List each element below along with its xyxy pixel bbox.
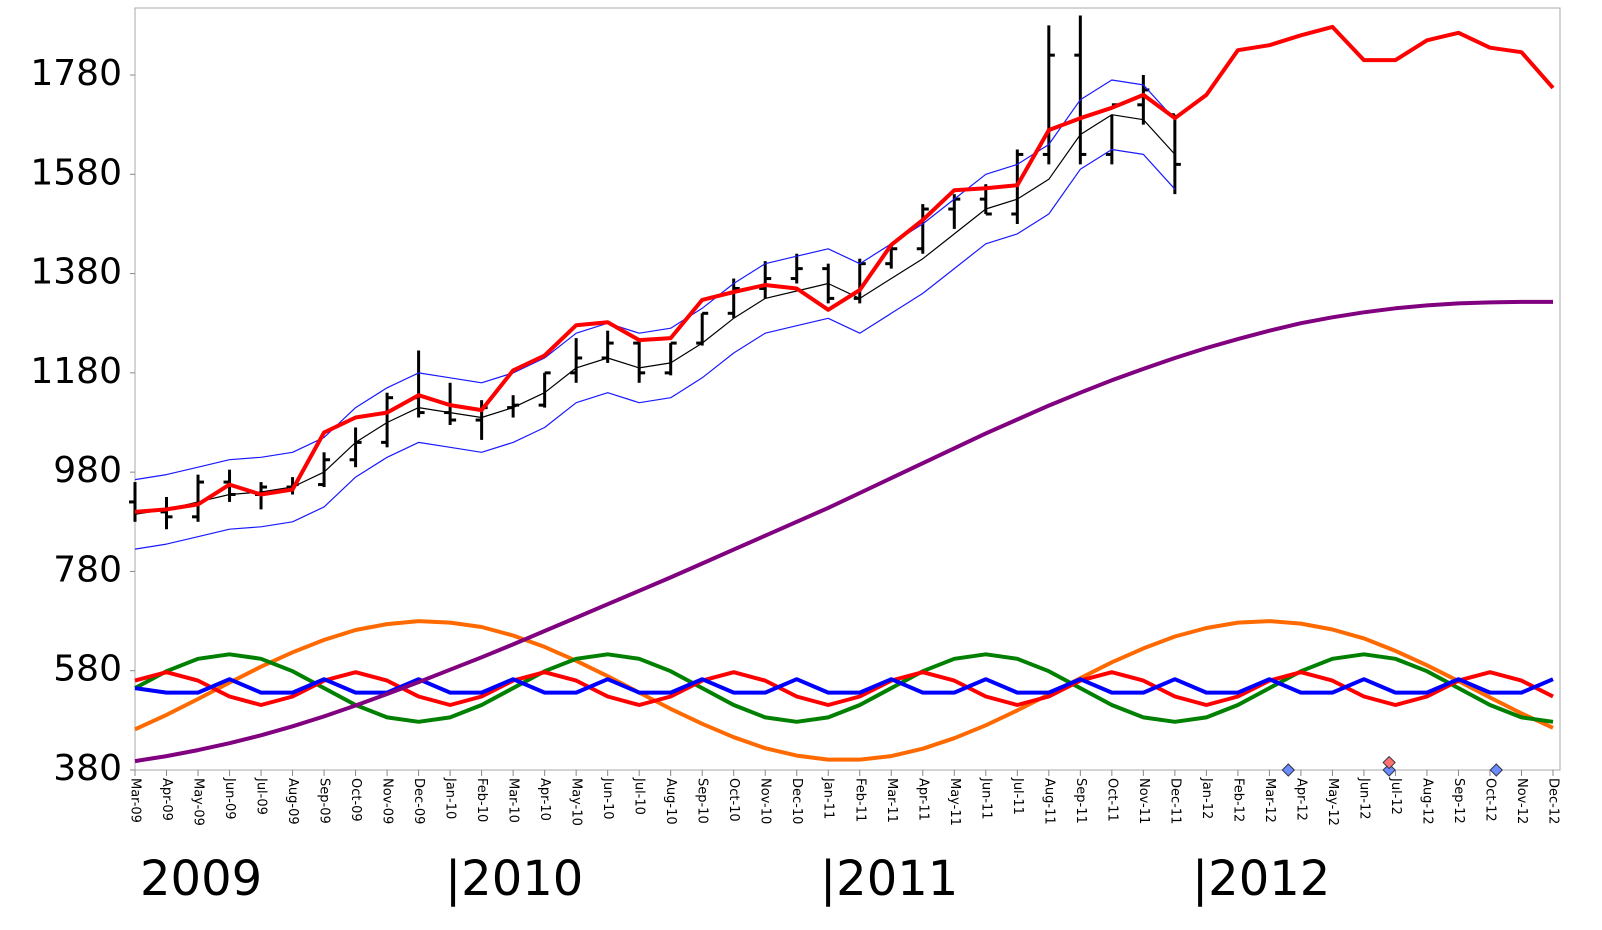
x-tick-label: Jul-11 xyxy=(1010,777,1025,815)
x-tick-label: Apr-11 xyxy=(915,778,930,821)
x-tick-label: Nov-09 xyxy=(380,778,395,824)
x-tick-label: Apr-09 xyxy=(159,778,174,821)
plot-frame xyxy=(134,7,1561,771)
y-tick-label: 1180 xyxy=(30,351,122,392)
x-tick-label: Feb-12 xyxy=(1230,778,1245,822)
y-tick-label: 1380 xyxy=(30,252,122,293)
series-line xyxy=(134,114,1176,515)
marker xyxy=(1382,755,1396,770)
y-tick-label: 780 xyxy=(53,549,122,590)
year-label: |2011 xyxy=(820,851,958,907)
x-tick-label: Jan-12 xyxy=(1199,777,1214,819)
year-label: |2010 xyxy=(445,851,583,907)
x-tick-label: Jul-09 xyxy=(254,777,269,815)
series-line xyxy=(134,299,1553,764)
series-line xyxy=(134,79,1176,481)
x-tick-label: Nov-12 xyxy=(1514,778,1529,824)
year-label: 2009 xyxy=(140,851,262,907)
x-tick-label: Feb-10 xyxy=(474,778,489,822)
year-label: |2012 xyxy=(1192,851,1330,907)
x-tick-label: Mar-09 xyxy=(128,778,143,823)
x-tick-label: Dec-11 xyxy=(1167,778,1182,824)
x-tick-label: Aug-11 xyxy=(1041,778,1056,825)
y-tick-label: 1780 xyxy=(30,53,122,94)
x-tick-label: Oct-12 xyxy=(1482,778,1497,822)
x-tick-label: Jan-11 xyxy=(821,777,836,819)
x-tick-label: Jun-10 xyxy=(600,777,615,820)
x-tick-label: May-12 xyxy=(1325,778,1340,826)
x-tick-label: Dec-12 xyxy=(1546,778,1561,824)
x-tick-label: May-11 xyxy=(947,778,962,826)
y-tick-label: 1580 xyxy=(30,152,122,193)
x-tick-label: Oct-09 xyxy=(348,778,363,822)
x-tick-label: Oct-11 xyxy=(1104,778,1119,822)
x-tick-label: Jul-12 xyxy=(1388,777,1403,815)
x-tick-label: Nov-11 xyxy=(1136,778,1151,824)
x-tick-label: Mar-12 xyxy=(1262,778,1277,823)
y-tick-label: 380 xyxy=(53,748,122,789)
x-tick-label: Apr-12 xyxy=(1293,778,1308,821)
marker xyxy=(1382,763,1396,777)
x-tick-label: Aug-09 xyxy=(285,778,300,825)
x-tick-label: Jun-11 xyxy=(978,777,993,820)
marker xyxy=(1489,763,1503,777)
series-line xyxy=(134,24,1555,514)
x-tick-label: Oct-10 xyxy=(726,778,741,822)
series-line xyxy=(134,148,1176,550)
x-tick-label: Sep-10 xyxy=(695,778,710,824)
marker xyxy=(1281,763,1296,777)
x-tick-label: Aug-10 xyxy=(663,778,678,825)
x-tick-label: Dec-10 xyxy=(789,778,804,824)
series-line xyxy=(134,670,1554,707)
x-tick-label: May-09 xyxy=(191,778,206,826)
x-tick-label: Sep-12 xyxy=(1451,778,1466,824)
y-tick-label: 980 xyxy=(53,450,122,491)
y-tick-label: 580 xyxy=(53,649,122,690)
x-tick-label: Aug-12 xyxy=(1419,778,1434,825)
series-line xyxy=(134,619,1554,762)
x-tick-label: May-10 xyxy=(569,778,584,826)
x-tick-label: Sep-11 xyxy=(1073,778,1088,824)
series-line xyxy=(134,652,1554,724)
series-line xyxy=(134,677,1554,695)
x-tick-label: Jul-10 xyxy=(632,777,647,815)
x-tick-label: Jan-10 xyxy=(443,777,458,819)
x-tick-label: Jun-12 xyxy=(1356,777,1371,820)
x-tick-label: Apr-10 xyxy=(537,778,552,821)
x-tick-label: Nov-10 xyxy=(758,778,773,824)
x-tick-label: Jun-09 xyxy=(222,777,237,820)
x-tick-label: Mar-10 xyxy=(506,778,521,823)
x-tick-label: Sep-09 xyxy=(317,778,332,824)
x-tick-label: Mar-11 xyxy=(884,778,899,823)
x-tick-label: Feb-11 xyxy=(852,778,867,822)
x-tick-label: Dec-09 xyxy=(411,778,426,824)
